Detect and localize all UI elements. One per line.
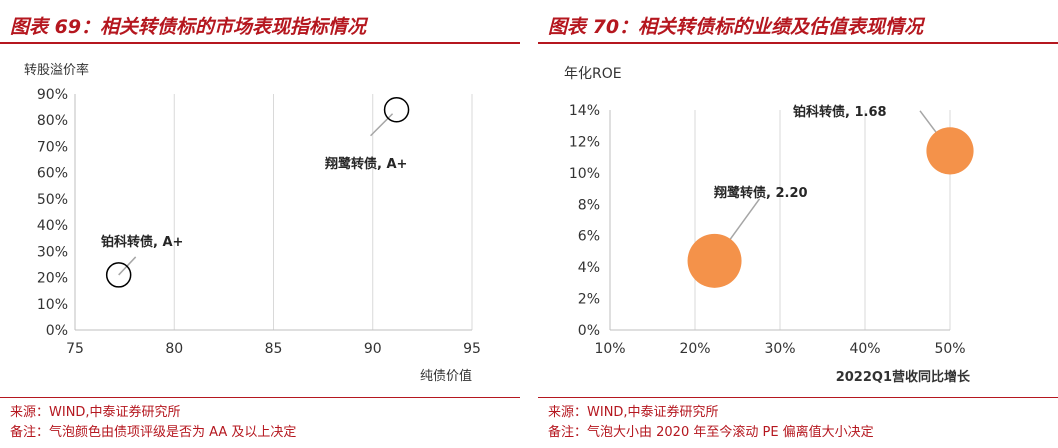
scatter-chart: 转股溢价率 75 80 85 90 95 0% 10% 20% 30% 40% 50% 60% 70% 80…: [24, 62, 481, 384]
x-tick-label: 75: [66, 341, 84, 357]
y-tick-label: 0%: [46, 323, 68, 339]
x-tick-label: 50%: [934, 341, 965, 357]
panel-right: 图表 70：相关转债标的业绩及估值表现情况 年化ROE 10% 20% 30% 40% 5…: [538, 0, 1058, 448]
x-axis-label: 2022Q1营收同比增长: [836, 369, 971, 385]
title-rule: [0, 42, 520, 44]
y-tick-label: 14%: [569, 103, 600, 119]
title-rule: [538, 42, 1058, 44]
y-tick-label: 0%: [578, 323, 600, 339]
chart-title: 图表 69：相关转债标的市场表现指标情况: [10, 16, 367, 38]
bubble: [926, 127, 974, 175]
y-tick-label: 60%: [37, 166, 68, 182]
leader-line: [370, 113, 394, 137]
x-tick-label: 85: [265, 341, 283, 357]
y-tick-label: 4%: [578, 260, 600, 276]
y-tick-label: 12%: [569, 134, 600, 150]
bubble-chart: 年化ROE 10% 20% 30% 40% 50% 0% 2% 4% 6% 8% 10% 12% 14% 2…: [564, 66, 974, 385]
x-tick-label: 90: [364, 341, 382, 357]
footer-rule: [538, 397, 1058, 398]
data-point: [383, 96, 410, 123]
source-note: 来源：WIND,中泰证券研究所: [548, 405, 719, 420]
y-tick-label: 20%: [37, 271, 68, 287]
y-axis-label: 转股溢价率: [24, 62, 89, 78]
x-tick-label: 20%: [679, 341, 710, 357]
source-note: 来源：WIND,中泰证券研究所: [10, 405, 181, 420]
data-label: 铂科转债, 1.68: [793, 104, 887, 120]
x-tick-label: 40%: [849, 341, 880, 357]
y-tick-label: 80%: [37, 113, 68, 129]
y-tick-label: 8%: [578, 197, 600, 213]
data-label: 翔鹭转债, 2.20: [713, 185, 808, 201]
y-tick-label: 90%: [37, 87, 68, 103]
x-tick-label: 80: [165, 341, 183, 357]
y-tick-label: 30%: [37, 244, 68, 260]
y-tick-label: 6%: [578, 229, 600, 245]
x-tick-label: 30%: [764, 341, 795, 357]
y-tick-label: 70%: [37, 139, 68, 155]
y-tick-label: 50%: [37, 192, 68, 208]
y-axis-label: 年化ROE: [564, 66, 622, 82]
x-tick-label: 95: [463, 341, 481, 357]
chart-title: 图表 70：相关转债标的业绩及估值表现情况: [548, 16, 924, 38]
footer-rule: [0, 397, 520, 398]
x-axis-label: 纯债价值: [420, 368, 472, 384]
y-tick-label: 10%: [37, 297, 68, 313]
y-tick-label: 2%: [578, 292, 600, 308]
x-tick-label: 10%: [594, 341, 625, 357]
y-tick-label: 10%: [569, 166, 600, 182]
data-label: 翔鹭转债, A+: [324, 156, 407, 172]
remark-note: 备注：气泡颜色由债项评级是否为 AA 及以上决定: [10, 425, 297, 440]
data-point: [105, 262, 132, 288]
bubble: [687, 233, 742, 288]
remark-note: 备注：气泡大小由 2020 年至今滚动 PE 偏离值大小决定: [548, 425, 874, 440]
data-label: 铂科转债, A+: [101, 234, 183, 250]
panel-left: 图表 69：相关转债标的市场表现指标情况 转股溢价率 75 80 85 90 95 0% 10…: [0, 0, 520, 448]
y-tick-label: 40%: [37, 218, 68, 234]
